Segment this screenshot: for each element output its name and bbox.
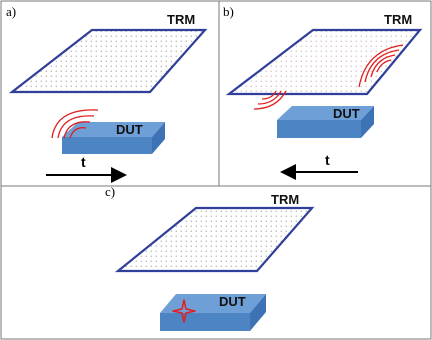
dut-top: [277, 106, 374, 120]
wave-reemission-left-icon: [253, 90, 287, 110]
dut-front: [62, 137, 152, 154]
panel-b: b) TRM DUT t: [223, 4, 423, 180]
dut-side: [250, 294, 266, 331]
panel-a: a) TRM DUT t: [6, 4, 208, 183]
trm-plate: [8, 28, 208, 94]
wave-reemission-right-icon: [358, 44, 404, 88]
panel-c-label: c): [105, 184, 115, 199]
panel-b-trm-label: TRM: [384, 12, 412, 27]
dut-side: [361, 106, 374, 138]
trm-plate: [225, 28, 423, 96]
panel-c-dut-label: DUT: [219, 294, 246, 309]
panel-c: c) TRM DUT: [105, 184, 315, 331]
focus-star-icon: [172, 299, 196, 323]
trm-plate: [114, 206, 315, 273]
panel-a-time-label: t: [81, 154, 86, 170]
wave-emission-icon: [51, 109, 99, 139]
panel-a-dut-label: DUT: [116, 122, 143, 137]
panel-a-label: a): [6, 4, 16, 19]
panel-b-dut-label: DUT: [333, 106, 360, 121]
panel-b-label: b): [223, 4, 234, 19]
dut-front: [160, 313, 250, 331]
panel-c-trm-label: TRM: [271, 192, 299, 207]
dut-side: [152, 122, 165, 154]
dut-front: [277, 120, 361, 138]
panel-a-trm-label: TRM: [167, 12, 195, 27]
dut-top: [62, 122, 165, 137]
panel-b-time-label: t: [325, 152, 330, 168]
